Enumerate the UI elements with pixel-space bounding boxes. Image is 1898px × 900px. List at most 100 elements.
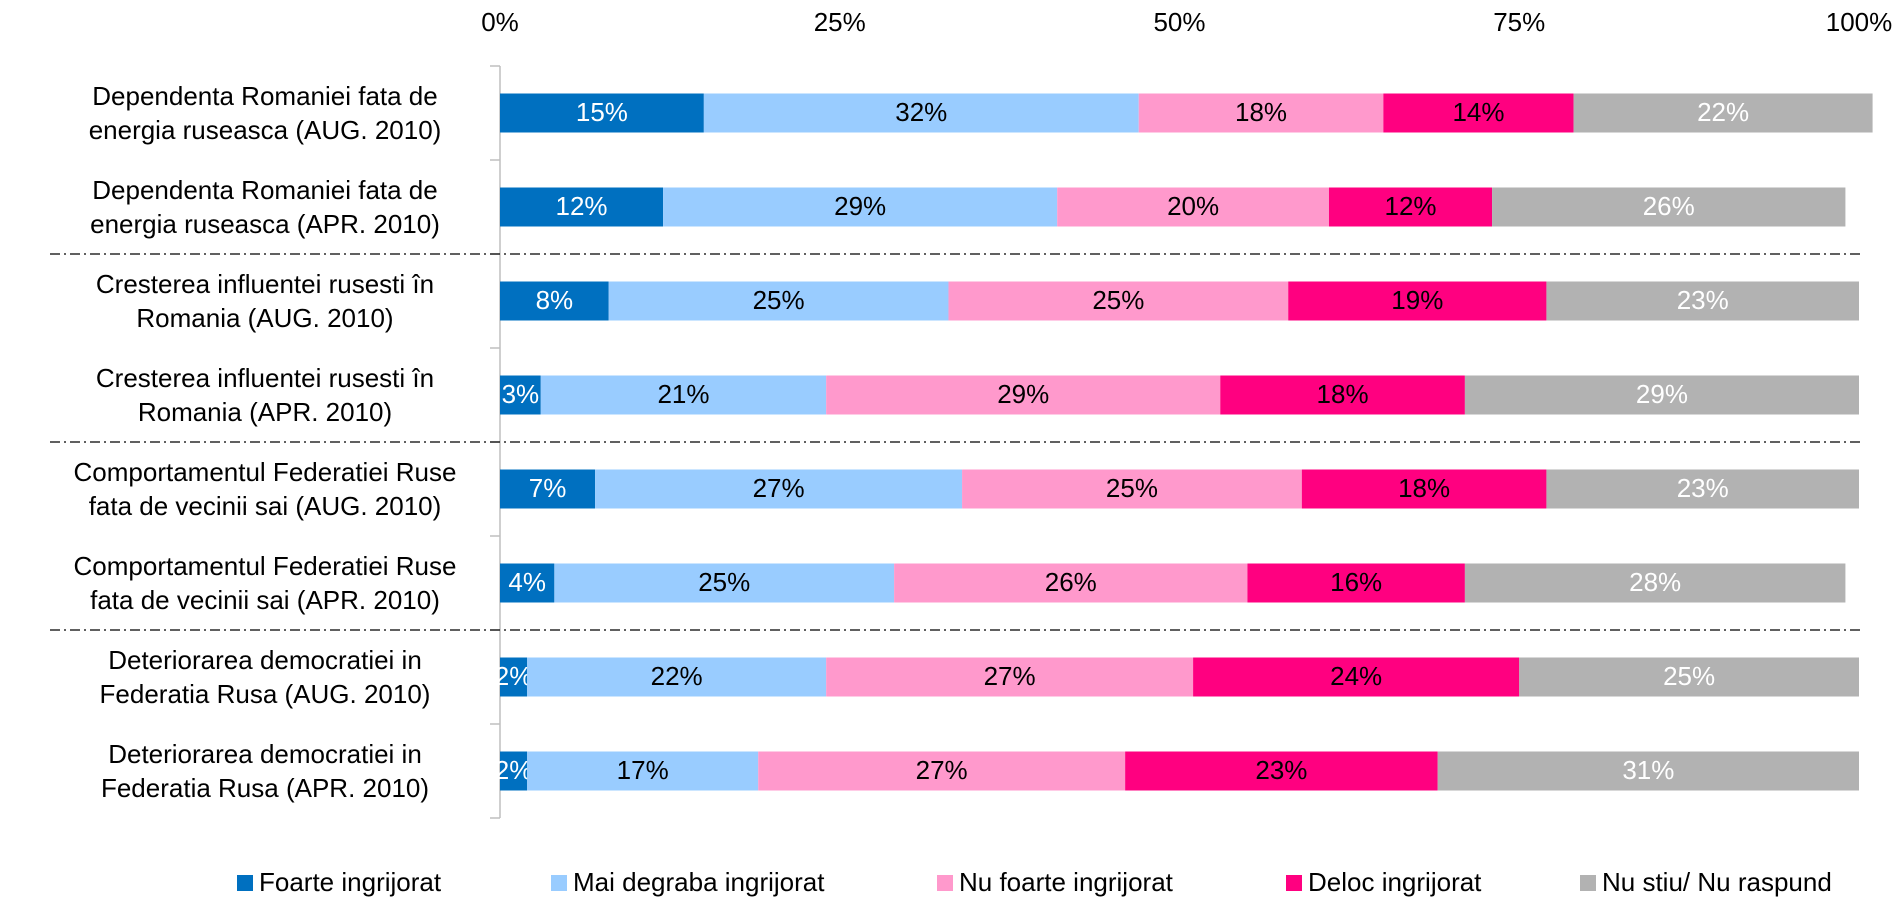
bar-segment xyxy=(500,375,541,415)
bar-segment xyxy=(826,375,1221,415)
bar-segment xyxy=(595,469,963,509)
bar-segment xyxy=(826,657,1194,697)
data-label: 17% xyxy=(617,755,669,785)
data-label: 19% xyxy=(1391,285,1443,315)
data-label: 8% xyxy=(536,285,574,315)
data-label: 20% xyxy=(1167,191,1219,221)
bar-segment xyxy=(1492,187,1846,227)
legend-swatch xyxy=(1580,875,1596,891)
bar-segment xyxy=(500,281,609,321)
data-label: 18% xyxy=(1317,379,1369,409)
data-label: 25% xyxy=(753,285,805,315)
bar-segment xyxy=(1519,657,1859,697)
data-label: 18% xyxy=(1398,473,1450,503)
bar-segment xyxy=(1328,187,1493,227)
bar-segment xyxy=(703,93,1139,133)
legend-label: Mai degraba ingrijorat xyxy=(573,867,825,897)
x-tick-label: 0% xyxy=(481,7,519,37)
legend-label: Nu stiu/ Nu raspund xyxy=(1602,867,1832,897)
data-label: 32% xyxy=(895,97,947,127)
data-label: 12% xyxy=(556,191,608,221)
bar-segment xyxy=(500,187,664,227)
data-label: 18% xyxy=(1235,97,1287,127)
data-label: 23% xyxy=(1677,473,1729,503)
data-label: 27% xyxy=(753,473,805,503)
category-label: Deteriorarea democratiei in Federatia Ru… xyxy=(100,739,430,803)
legend-swatch xyxy=(1286,875,1302,891)
category-label: Deteriorarea democratiei in Federatia Ru… xyxy=(99,645,431,709)
data-label: 29% xyxy=(834,191,886,221)
data-label: 2% xyxy=(495,661,533,691)
data-label: 25% xyxy=(1663,661,1715,691)
legend-swatch xyxy=(937,875,953,891)
bar-segment xyxy=(540,375,827,415)
x-tick-label: 25% xyxy=(814,7,866,37)
data-label: 31% xyxy=(1622,755,1674,785)
data-label: 29% xyxy=(1636,379,1688,409)
category-label: Cresterea influentei rusesti în Romania … xyxy=(95,269,435,333)
bar-segment xyxy=(1220,375,1465,415)
data-label: 4% xyxy=(508,567,546,597)
data-label: 29% xyxy=(997,379,1049,409)
data-label: 21% xyxy=(657,379,709,409)
bar-segment xyxy=(500,751,528,791)
bar-segment xyxy=(1057,187,1329,227)
data-label: 27% xyxy=(916,755,968,785)
bar-segment xyxy=(1193,657,1520,697)
data-label: 7% xyxy=(529,473,567,503)
bar-segment xyxy=(554,563,895,603)
data-label: 27% xyxy=(984,661,1036,691)
data-label: 23% xyxy=(1255,755,1307,785)
data-label: 25% xyxy=(1092,285,1144,315)
category-label: Comportamentul Federatiei Ruse fata de v… xyxy=(73,551,457,615)
bar-segment xyxy=(1383,93,1574,133)
bar-segment xyxy=(1125,751,1438,791)
bar-segment xyxy=(500,93,704,133)
bar-segment xyxy=(1247,563,1465,603)
bar-segment xyxy=(1464,375,1859,415)
data-label: 12% xyxy=(1385,191,1437,221)
category-label: Cresterea influentei rusesti în Romania … xyxy=(95,363,435,427)
data-label: 15% xyxy=(576,97,628,127)
bar-segment xyxy=(894,563,1248,603)
bar-segment xyxy=(500,657,528,697)
data-label: 14% xyxy=(1452,97,1504,127)
legend-swatch xyxy=(237,875,253,891)
data-label: 25% xyxy=(1106,473,1158,503)
x-tick-label: 50% xyxy=(1153,7,1205,37)
legend-label: Deloc ingrijorat xyxy=(1308,867,1482,897)
data-label: 24% xyxy=(1330,661,1382,691)
bar-segment xyxy=(500,563,555,603)
bar-segment xyxy=(1288,281,1547,321)
bar-segment xyxy=(1464,563,1846,603)
data-label: 26% xyxy=(1045,567,1097,597)
bar-segment xyxy=(1546,469,1859,509)
data-label: 25% xyxy=(698,567,750,597)
legend-label: Foarte ingrijorat xyxy=(259,867,442,897)
bar-segment xyxy=(663,187,1058,227)
bar-segment xyxy=(527,751,759,791)
data-label: 23% xyxy=(1677,285,1729,315)
data-label: 22% xyxy=(651,661,703,691)
bar-segment xyxy=(527,657,827,697)
data-label: 26% xyxy=(1643,191,1695,221)
bar-segment xyxy=(1546,281,1859,321)
x-tick-label: 100% xyxy=(1826,7,1893,37)
bar-segment xyxy=(1138,93,1384,133)
x-tick-label: 75% xyxy=(1493,7,1545,37)
category-label: Dependenta Romaniei fata de energia ruse… xyxy=(88,81,442,145)
bar-segment xyxy=(1437,751,1859,791)
bar-segment xyxy=(1573,93,1873,133)
data-label: 22% xyxy=(1697,97,1749,127)
bar-segment xyxy=(758,751,1126,791)
legend-label: Nu foarte ingrijorat xyxy=(959,867,1174,897)
bar-segment xyxy=(500,469,596,509)
bar-segment xyxy=(948,281,1289,321)
data-label: 3% xyxy=(502,379,540,409)
data-label: 28% xyxy=(1629,567,1681,597)
bar-segment xyxy=(962,469,1302,509)
data-label: 2% xyxy=(495,755,533,785)
bar-segment xyxy=(608,281,949,321)
